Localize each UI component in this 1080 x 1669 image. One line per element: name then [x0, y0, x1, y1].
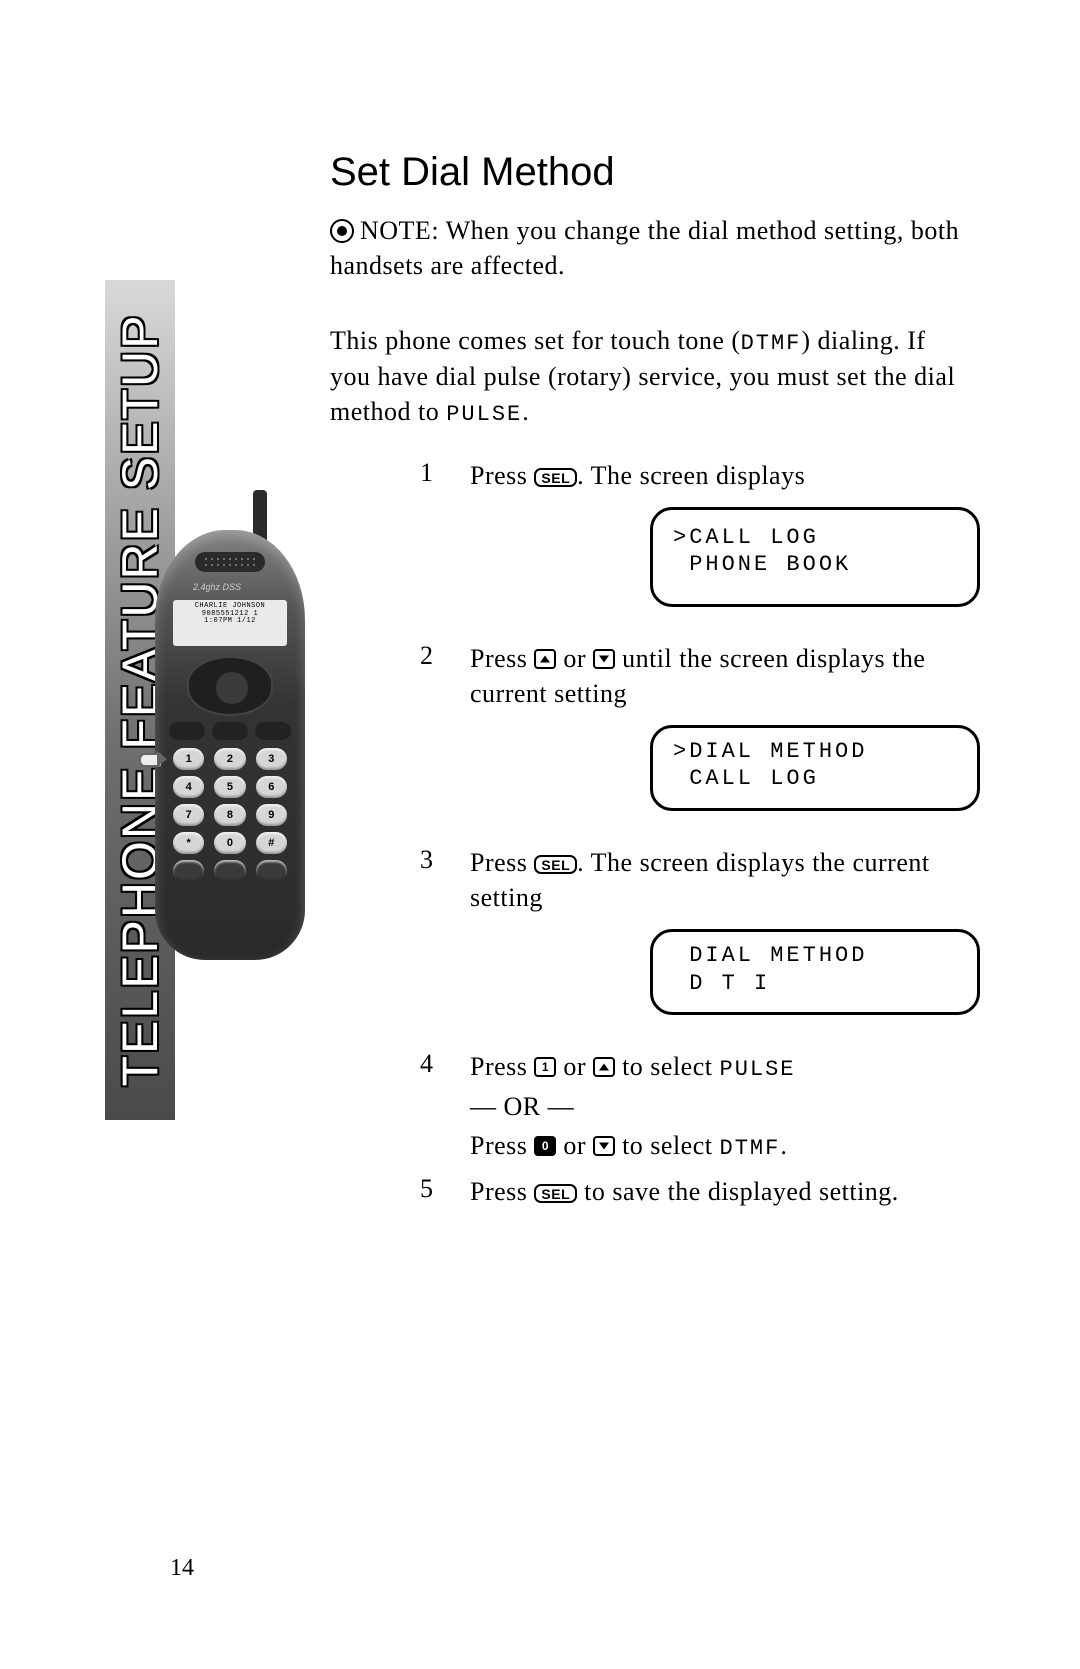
pulse-label: PULSE [446, 402, 522, 427]
sel-button-icon: SEL [534, 468, 577, 487]
sel-button-icon: SEL [534, 855, 577, 874]
step-3: 3 Press SEL. The screen displays the cur… [420, 845, 970, 1043]
dtmf-label: DTMF [720, 1136, 781, 1161]
phone-lcd: CHARLIE JOHNSON 9085551212 1 1:07PM 1/12 [173, 600, 287, 646]
lcd-screen-2: >DIAL METHOD CALL LOG [650, 725, 980, 811]
key-1-icon [534, 1057, 556, 1077]
lcd-screen-1: >CALL LOG PHONE BOOK [650, 507, 980, 607]
step-2: 2 Press or until the screen displays the… [420, 641, 970, 839]
down-button-icon [593, 649, 615, 669]
dtmf-label: DTMF [741, 331, 802, 356]
pulse-label: PULSE [720, 1057, 796, 1082]
down-button-icon [593, 1136, 615, 1156]
page-number: 14 [170, 1555, 194, 1582]
sel-button-icon: SEL [534, 1184, 577, 1203]
step-1: 1 Press SEL. The screen displays >CALL L… [420, 458, 970, 635]
or-separator: — OR — [470, 1089, 970, 1124]
key-0-icon [534, 1136, 556, 1156]
target-icon [330, 219, 354, 243]
step-4: 4 Press or to select PULSE — OR — Press … [420, 1049, 970, 1167]
intro-paragraph: This phone comes set for touch tone (DTM… [330, 323, 970, 429]
up-button-icon [534, 649, 556, 669]
note-paragraph: NOTE: When you change the dial method se… [330, 213, 970, 283]
phone-brand-label: 2.4ghz DSS [193, 582, 241, 592]
lcd-screen-3: DIAL METHOD D T I [650, 929, 980, 1015]
up-button-icon [593, 1057, 615, 1077]
page-title: Set Dial Method [330, 150, 970, 195]
phone-illustration: 2.4ghz DSS CHARLIE JOHNSON 9085551212 1 … [135, 490, 310, 970]
note-label: NOTE: [360, 216, 439, 245]
step-5: 5 Press SEL to save the displayed settin… [420, 1174, 970, 1209]
callout-arrow-icon [139, 750, 169, 766]
